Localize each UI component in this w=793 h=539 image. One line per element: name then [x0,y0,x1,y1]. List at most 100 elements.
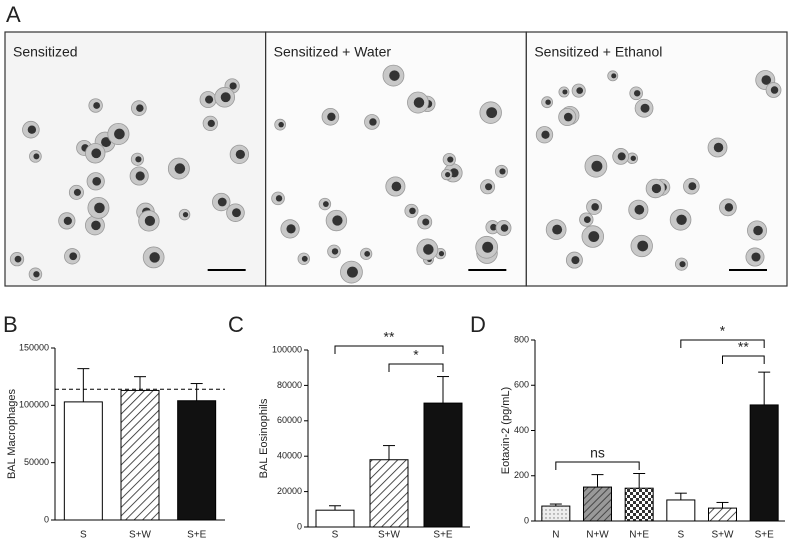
significance-bracket [334,345,444,354]
nucleus [588,231,600,242]
x-tick-label: S+E [433,530,453,539]
nucleus [301,255,308,262]
bar [624,487,654,522]
nucleus [63,216,72,225]
nucleus [220,92,231,103]
nucleus [485,183,493,191]
nucleus [331,248,339,255]
y-axis-label: BAL Macrophages [6,388,18,479]
significance-label: ns [590,445,605,461]
bar [315,509,355,528]
significance-bracket [722,355,765,364]
significance-bracket [680,339,765,348]
nucleus [563,112,573,122]
nucleus [73,188,81,196]
micrograph [525,31,788,287]
nucleus [422,218,430,226]
nucleus [27,125,37,134]
nucleus [545,99,551,105]
nucleus [679,261,686,268]
nucleus [92,176,102,186]
y-tick-label: 0 [297,521,302,531]
y-tick-label: 150000 [19,342,49,352]
nucleus [114,128,125,140]
nucleus [91,220,101,231]
x-tick-label: S [332,530,339,539]
panel-letter: B [3,312,18,337]
nucleus [500,224,509,232]
nucleus [33,271,40,278]
y-tick-label: 400 [514,425,529,435]
nucleus [562,89,568,95]
y-tick-label: 600 [514,380,529,390]
x-tick-label: S+E [187,530,207,539]
nucleus [101,137,112,148]
nucleus [235,149,245,159]
nucleus [327,112,336,121]
y-tick-label: 60000 [277,415,302,425]
bar [177,400,217,521]
y-axis-label: Eotaxin-2 (pg/mL) [500,387,512,474]
bar [369,459,409,528]
significance-bracket [555,461,640,470]
y-tick-label: 40000 [277,451,302,461]
x-tick-label: S+W [712,530,735,539]
y-tick-label: 0 [524,515,529,525]
panel-letter: D [470,312,486,337]
bar [423,402,463,528]
nucleus [486,107,498,119]
nucleus [499,168,506,175]
significance-label: * [413,347,419,363]
nucleus [576,87,584,94]
nucleus [583,216,591,223]
x-tick-label: S+E [755,530,775,539]
y-tick-label: 20000 [277,486,302,496]
nucleus [676,214,687,226]
nucleus [571,256,580,265]
nucleus [174,163,186,174]
nucleus [149,252,160,263]
y-axis-label: BAL Eosinophils [258,398,270,478]
nucleus [637,240,649,252]
nucleus [14,255,22,263]
significance-label: ** [738,339,749,355]
nucleus [278,121,284,128]
nucleus [630,155,636,161]
nucleus [182,211,189,218]
nucleus [136,104,144,112]
nucleus [91,148,102,159]
panel-letter: C [228,312,244,337]
y-tick-label: 100000 [272,344,302,354]
nucleus [634,204,645,215]
nucleus [205,95,214,104]
nucleus [229,82,237,90]
nucleus [651,183,662,194]
nucleus [94,202,105,214]
nucleus [286,224,296,234]
nucleus [93,102,101,109]
panel-letter: A [6,2,21,27]
y-tick-label: 50000 [24,457,49,467]
nucleus [232,208,241,218]
y-tick-label: 100000 [19,400,49,410]
significance-label: * [720,323,726,339]
bar [63,401,103,521]
nucleus [364,251,371,257]
y-tick-label: 200 [514,470,529,480]
significance-bracket [388,363,444,372]
bar [541,505,571,522]
x-tick-label: N+E [629,530,649,539]
nucleus [552,224,563,235]
y-tick-label: 80000 [277,380,302,390]
nucleus [389,70,400,81]
nucleus [346,266,358,278]
bar [666,499,696,522]
image-label: Sensitized + Water [274,44,392,60]
nucleus [144,215,156,226]
bar [749,404,779,522]
nucleus [591,203,599,211]
nucleus [423,244,434,255]
image-label: Sensitized + Ethanol [534,44,662,60]
nucleus [447,156,454,163]
micrographs: Sensitized Sensitized + Water Sensitized +… [4,31,788,287]
